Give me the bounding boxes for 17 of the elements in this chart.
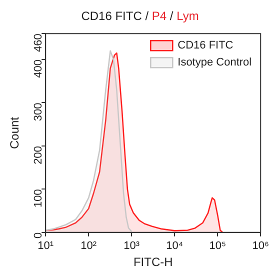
chart-title: CD16 FITC / P4 / Lym bbox=[81, 9, 199, 23]
y-tick-label: 300 bbox=[32, 102, 45, 122]
x-tick-label: 10⁴ bbox=[166, 240, 184, 252]
y-tick-label: 200 bbox=[32, 146, 45, 164]
x-tick-label: 10¹ bbox=[38, 240, 54, 252]
legend-label: CD16 FITC bbox=[178, 40, 234, 52]
legend-label: Isotype Control bbox=[178, 56, 252, 69]
y-axis-title: Count bbox=[8, 116, 22, 150]
x-tick-label: 10⁵ bbox=[209, 240, 226, 252]
y-tick-label: 100 bbox=[32, 189, 45, 208]
y-tick-label: 0 bbox=[32, 232, 45, 239]
x-axis-title: FITC-H bbox=[133, 255, 173, 270]
y-tick-label: 400 bbox=[32, 60, 45, 78]
x-tick-label: 10⁶ bbox=[252, 240, 269, 252]
x-tick-label: 10² bbox=[80, 240, 97, 252]
y-tick-label: 460 bbox=[32, 34, 45, 52]
x-tick-label: 10³ bbox=[124, 240, 140, 252]
